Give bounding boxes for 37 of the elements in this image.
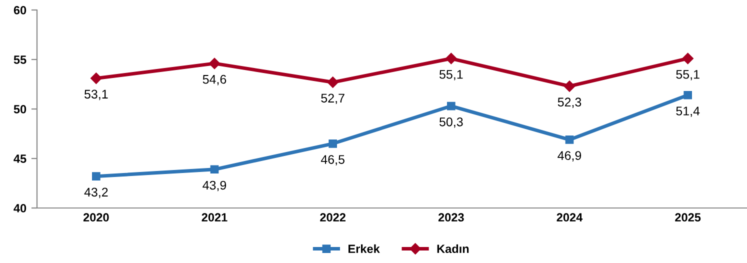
- point: [210, 165, 219, 174]
- x-tick-label: 2022: [320, 213, 346, 222]
- point: [565, 136, 574, 144]
- x-tick-label: 2020: [83, 213, 109, 222]
- x-tick-label: 2021: [202, 213, 228, 222]
- data-label: 53,1: [84, 90, 108, 100]
- y-tick-label: 55: [14, 56, 26, 64]
- data-label: 52,7: [321, 94, 344, 104]
- x-tick-label: 2025: [675, 213, 701, 222]
- data-label: 55,1: [440, 70, 463, 80]
- point: [208, 58, 220, 70]
- x-tick-label: 2023: [438, 213, 464, 222]
- data-label: 50,3: [440, 117, 463, 128]
- y-tick-label: 60: [14, 6, 26, 14]
- y-tick-label: 40: [14, 204, 26, 212]
- data-label: 55,1: [676, 70, 700, 80]
- point: [90, 72, 102, 84]
- point: [92, 172, 100, 180]
- point: [446, 52, 457, 64]
- data-label: 52,3: [558, 98, 582, 108]
- data-label: 46,5: [320, 155, 344, 166]
- data-label: 54,6: [202, 74, 226, 86]
- legend-label: Kadın: [437, 244, 469, 254]
- x-tick-label: 2024: [556, 213, 583, 222]
- data-label: 51,4: [676, 106, 700, 117]
- point: [328, 139, 337, 148]
- data-label: 43,9: [202, 180, 226, 192]
- y-tick-label: 50: [14, 105, 26, 114]
- point: [327, 76, 338, 88]
- point: [684, 90, 692, 100]
- point: [682, 52, 694, 64]
- y-tick-label: 45: [14, 154, 26, 163]
- point: [447, 102, 456, 110]
- legend-label: Erkek: [348, 244, 380, 254]
- data-label: 43,2: [84, 188, 108, 198]
- data-label: 46,9: [558, 151, 582, 162]
- point: [564, 80, 576, 92]
